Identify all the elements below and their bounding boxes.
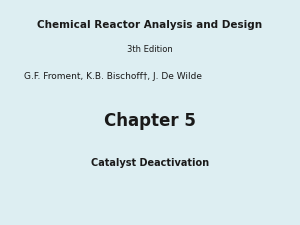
Text: Chemical Reactor Analysis and Design: Chemical Reactor Analysis and Design: [38, 20, 262, 30]
Text: G.F. Froment, K.B. Bischoff†, J. De Wilde: G.F. Froment, K.B. Bischoff†, J. De Wild…: [24, 72, 202, 81]
Text: Catalyst Deactivation: Catalyst Deactivation: [91, 158, 209, 167]
Text: Chapter 5: Chapter 5: [104, 112, 196, 130]
Text: 3th Edition: 3th Edition: [127, 45, 173, 54]
